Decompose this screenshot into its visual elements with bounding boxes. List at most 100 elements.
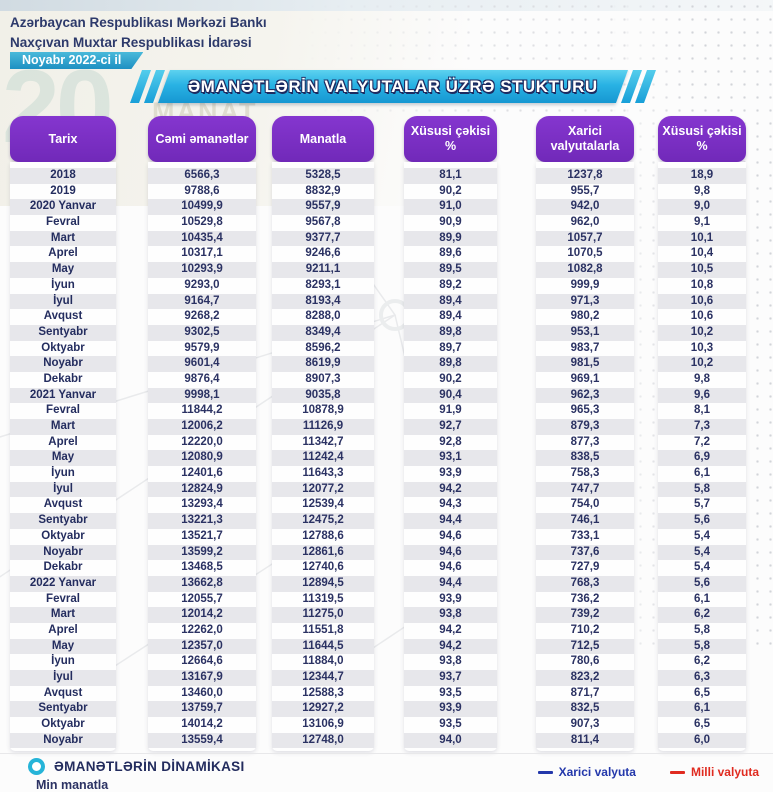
value-cell: 1070,5 [567, 247, 603, 260]
value-cell: 871,7 [570, 686, 600, 699]
date-cell: 2022 Yanvar [10, 575, 116, 592]
value-cell: 9579,9 [184, 341, 220, 354]
value-cell: 8596,2 [305, 341, 341, 354]
value-cell: 953,1 [536, 324, 634, 341]
value-cell: 768,3 [536, 575, 634, 592]
value-cell: 12894,5 [272, 575, 374, 592]
value-cell: 971,3 [536, 293, 634, 310]
date-cell: Sentyabr [10, 513, 116, 529]
value-cell: 8193,4 [272, 293, 374, 310]
column-body: 6566,3 9788,6 10499,9 10529,8 10435,4 10317,1… [148, 162, 256, 752]
value-cell: 91,0 [404, 199, 497, 216]
value-cell: 6,1 [694, 592, 710, 605]
value-cell: 7,3 [658, 419, 746, 435]
footer-divider [0, 753, 773, 754]
value-cell: 6,1 [694, 467, 710, 480]
value-cell: 94,0 [404, 732, 497, 749]
value-cell: 9268,2 [184, 310, 220, 323]
value-cell: 710,2 [570, 623, 600, 636]
value-cell: 92,7 [404, 419, 497, 435]
date-cell: Dekabr [43, 561, 83, 574]
value-cell: 93,9 [439, 467, 462, 480]
value-cell: 10,2 [658, 324, 746, 341]
value-cell: 94,2 [404, 481, 497, 498]
table-column: Cəmi əmanətlər 6566,3 9788,6 10499,9 10529,8… [148, 116, 256, 752]
value-cell: 12077,2 [272, 481, 374, 498]
date-cell: Mart [10, 419, 116, 435]
value-cell: 980,2 [570, 310, 600, 323]
value-cell: 1082,8 [536, 262, 634, 278]
org-name-line1: Azərbaycan Respublikası Mərkəzi Bankı [10, 15, 267, 30]
dynamics-units-label: Min manatla [36, 778, 109, 792]
date-cell: İyun [51, 467, 75, 480]
deposit-table: Tarix 2018 2019 2020 Yanvar Fevral Mart Aprel M… [10, 116, 746, 752]
column-header: Manatla [272, 116, 374, 162]
value-cell: 11275,0 [272, 607, 374, 623]
value-cell: 737,6 [536, 544, 634, 561]
value-cell: 942,0 [536, 199, 634, 216]
date-cell: Noyabr [10, 356, 116, 372]
value-cell: 13662,8 [148, 575, 256, 592]
value-cell: 13106,9 [302, 718, 344, 731]
value-cell: 93,5 [439, 686, 462, 699]
banner-body: ƏMANƏTLƏRİN VALYUTALAR ÜZRƏ STUKTURU [157, 70, 629, 103]
value-cell: 90,9 [439, 216, 462, 229]
value-cell: 5,4 [694, 529, 710, 542]
date-cell: Oktyabr [41, 718, 85, 731]
date-cell: 2018 [10, 168, 116, 184]
org-header: Azərbaycan Respublikası Mərkəzi Bankı Na… [10, 13, 267, 52]
date-cell: Noyabr [10, 732, 116, 749]
value-cell: 8,1 [694, 404, 710, 417]
value-cell: 6,5 [694, 718, 710, 731]
date-cell: İyun [51, 278, 75, 291]
value-cell: 89,2 [439, 278, 462, 291]
value-cell: 965,3 [570, 404, 600, 417]
value-cell: 90,2 [439, 184, 462, 197]
legend-dash-icon [537, 770, 553, 774]
legend-label: Milli valyuta [690, 765, 759, 779]
table-column: Xüsusi çəkisi % 18,9 9,8 9,0 9,1 10,1 10,4 10,5… [658, 116, 746, 752]
date-cell: May [10, 262, 116, 278]
value-cell: 10,1 [658, 230, 746, 247]
value-cell: 10,4 [690, 247, 714, 260]
value-cell: 999,9 [570, 278, 600, 291]
legend-label: Xarici valyuta [558, 765, 636, 779]
value-cell: 9876,4 [184, 372, 220, 385]
table-column: Xarici valyutalarla 1237,8 955,7 942,0 962,0… [536, 116, 634, 752]
date-cell: İyun [51, 655, 75, 668]
value-cell: 12824,9 [148, 481, 256, 498]
value-cell: 780,6 [570, 655, 600, 668]
value-cell: 1057,7 [536, 230, 634, 247]
date-cell: Aprel [48, 247, 78, 260]
value-cell: 955,7 [570, 184, 600, 197]
date-cell: Oktyabr [41, 529, 85, 542]
date-cell: Oktyabr [41, 341, 85, 354]
value-cell: 8288,0 [305, 310, 341, 323]
value-cell: 907,3 [570, 718, 600, 731]
value-cell: 93,7 [404, 670, 497, 686]
value-cell: 93,8 [404, 607, 497, 623]
value-cell: 10435,4 [148, 230, 256, 247]
date-cell: Aprel [48, 623, 78, 636]
column-body: 1237,8 955,7 942,0 962,0 1057,7 1070,5 1082,8 9… [536, 162, 634, 752]
value-cell: 12740,6 [302, 561, 344, 574]
date-cell: İyul [10, 670, 116, 686]
value-cell: 6,0 [658, 732, 746, 749]
value-cell: 727,9 [570, 561, 600, 574]
value-cell: 10878,9 [302, 404, 344, 417]
value-cell: 13167,9 [148, 670, 256, 686]
value-cell: 13468,5 [181, 561, 223, 574]
value-cell: 11644,5 [272, 638, 374, 655]
value-cell: 12014,2 [148, 607, 256, 623]
date-cell: Mart [10, 607, 116, 623]
value-cell: 5328,5 [272, 168, 374, 184]
column-header: Cəmi əmanətlər [148, 116, 256, 162]
legend-dash-icon [669, 770, 685, 774]
value-cell: 9377,7 [272, 230, 374, 247]
value-cell: 10293,9 [148, 262, 256, 278]
value-cell: 94,3 [439, 498, 462, 511]
column-body: 18,9 9,8 9,0 9,1 10,1 10,4 10,5 10,8 10,6 10,6 10,… [658, 162, 746, 752]
column-header: Xarici valyutalarla [536, 116, 634, 162]
value-cell: 11844,2 [181, 404, 223, 417]
legend-item: Xarici valyuta [537, 765, 636, 779]
